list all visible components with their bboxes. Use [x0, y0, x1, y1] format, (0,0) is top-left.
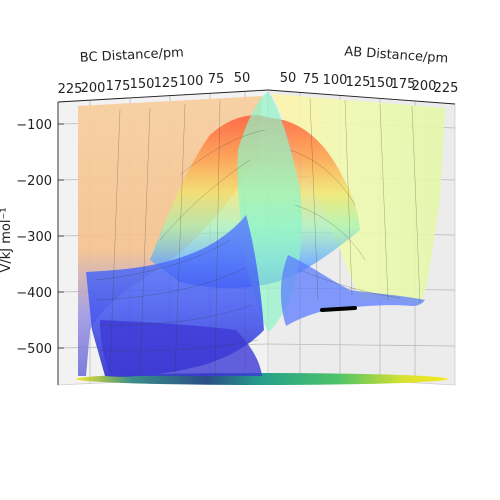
ab-tick-label: 75: [303, 72, 320, 87]
bc-distance-axis: 225 200 175 150 125 100 75 50 BC Distanc…: [58, 45, 251, 97]
ab-tick-label: 225: [434, 81, 459, 96]
ab-tick-label: 175: [391, 77, 416, 92]
bc-tick-label: 175: [106, 79, 131, 94]
ab-tick-label: 150: [369, 76, 394, 91]
z-tick-label: −200: [16, 174, 52, 189]
z-tick-label: −500: [16, 342, 52, 357]
ab-tick-label: 100: [323, 73, 348, 88]
bc-tick-label: 100: [179, 74, 204, 89]
ab-tick-label: 125: [346, 75, 371, 90]
trajectory-line: [320, 306, 357, 312]
bc-axis-title: BC Distance/pm: [79, 45, 184, 65]
z-tick-label: −100: [16, 118, 52, 133]
energy-surface: [78, 92, 445, 377]
bc-tick-label: 50: [234, 71, 251, 86]
ab-axis-title: AB Distance/pm: [344, 44, 449, 66]
bc-tick-label: 125: [154, 76, 179, 91]
bc-tick-label: 150: [130, 77, 155, 92]
z-tick-label: −300: [16, 230, 52, 245]
axis-frame: [57, 89, 456, 385]
z-axis-title: V/kJ mol⁻¹: [0, 207, 14, 272]
z-tick-label: −400: [16, 286, 52, 301]
z-axis: −100 −200 −300 −400 −500 V/kJ mol⁻¹: [0, 118, 64, 357]
ab-tick-label: 200: [412, 79, 437, 94]
ab-tick-label: 50: [280, 71, 297, 86]
bc-tick-label: 75: [208, 72, 225, 87]
bc-tick-label: 200: [81, 81, 106, 96]
bc-tick-label: 225: [58, 82, 83, 97]
ab-distance-axis: 50 75 100 125 150 175 200 225 AB Distanc…: [280, 44, 459, 96]
